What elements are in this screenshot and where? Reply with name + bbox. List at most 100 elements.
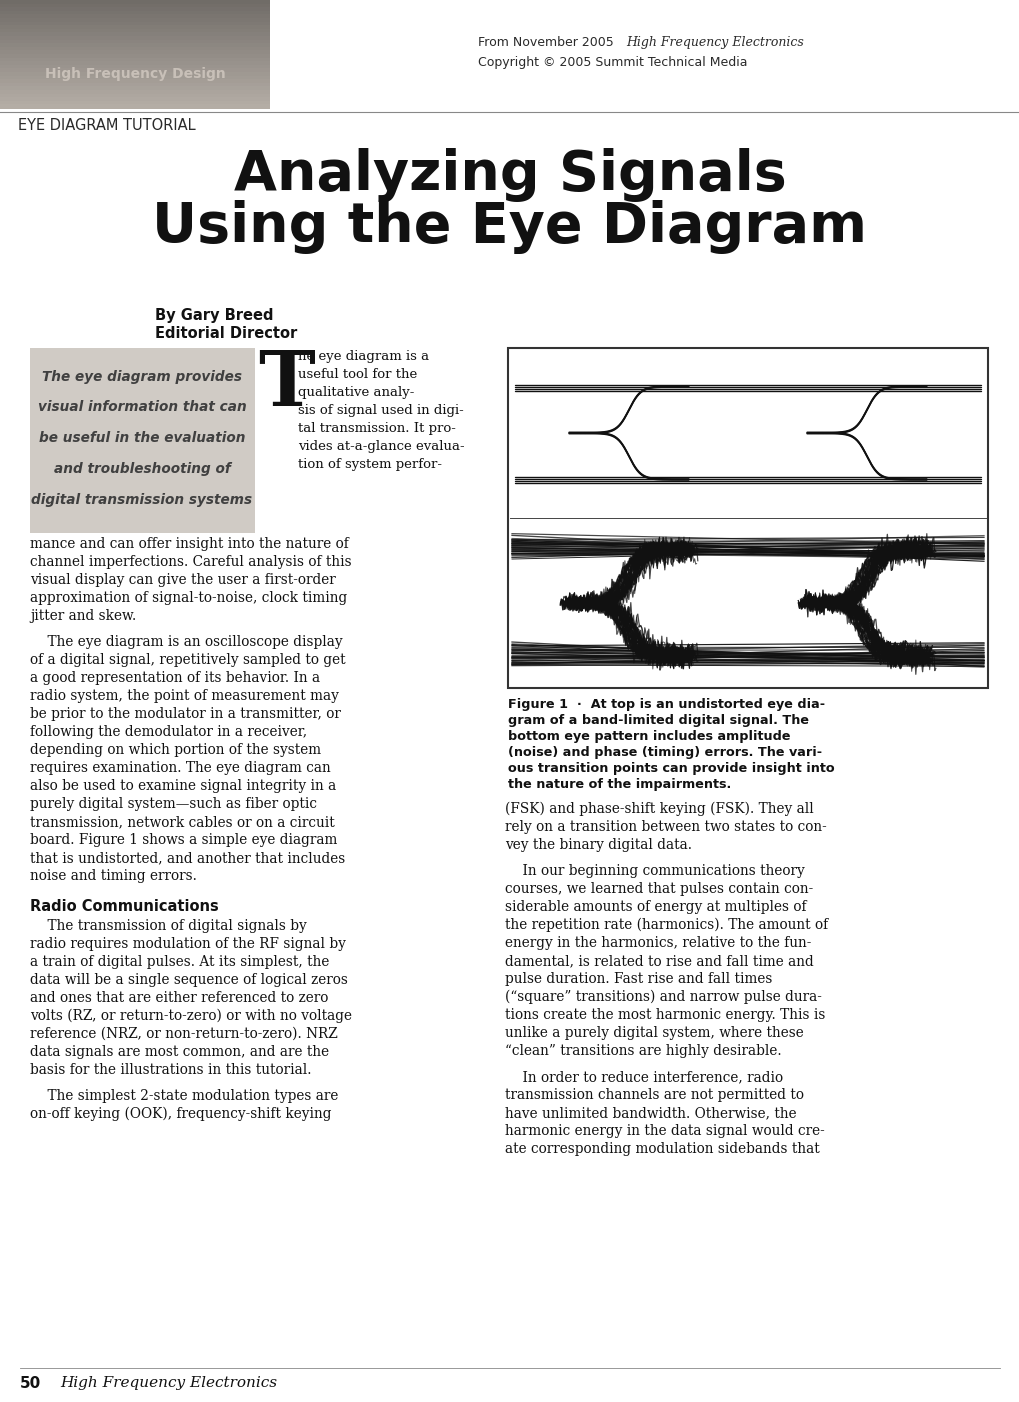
- Text: (FSK) and phase-shift keying (FSK). They all: (FSK) and phase-shift keying (FSK). They…: [504, 802, 813, 816]
- Text: tal transmission. It pro-: tal transmission. It pro-: [298, 422, 455, 435]
- Text: bottom eye pattern includes amplitude: bottom eye pattern includes amplitude: [507, 730, 790, 743]
- Text: (“square” transitions) and narrow pulse dura-: (“square” transitions) and narrow pulse …: [504, 990, 821, 1004]
- Bar: [0, 7, 270, 11]
- Text: be prior to the modulator in a transmitter, or: be prior to the modulator in a transmitt…: [30, 707, 340, 721]
- Text: have unlimited bandwidth. Otherwise, the: have unlimited bandwidth. Otherwise, the: [504, 1106, 796, 1120]
- Bar: [0, 0, 270, 4]
- Text: of a digital signal, repetitively sampled to get: of a digital signal, repetitively sample…: [30, 653, 345, 667]
- Text: The transmission of digital signals by: The transmission of digital signals by: [30, 918, 307, 932]
- Text: approximation of signal-to-noise, clock timing: approximation of signal-to-noise, clock …: [30, 592, 346, 606]
- Bar: [0, 14, 270, 18]
- Text: channel imperfections. Careful analysis of this: channel imperfections. Careful analysis …: [30, 555, 352, 569]
- Bar: [0, 87, 270, 91]
- Text: be useful in the evaluation: be useful in the evaluation: [39, 432, 245, 446]
- Text: sis of signal used in digi-: sis of signal used in digi-: [298, 404, 464, 416]
- Text: Figure 1  ·  At top is an undistorted eye dia-: Figure 1 · At top is an undistorted eye …: [507, 698, 824, 711]
- Text: rely on a transition between two states to con-: rely on a transition between two states …: [504, 820, 826, 834]
- Text: “clean” transitions are highly desirable.: “clean” transitions are highly desirable…: [504, 1044, 781, 1059]
- Text: Analyzing Signals: Analyzing Signals: [233, 149, 786, 202]
- Text: data signals are most common, and are the: data signals are most common, and are th…: [30, 1044, 329, 1059]
- Text: High Frequency Electronics: High Frequency Electronics: [60, 1375, 277, 1389]
- Bar: [0, 55, 270, 57]
- Text: tion of system perfor-: tion of system perfor-: [298, 458, 441, 471]
- Text: board. Figure 1 shows a simple eye diagram: board. Figure 1 shows a simple eye diagr…: [30, 833, 337, 847]
- Bar: [0, 83, 270, 87]
- Bar: [0, 72, 270, 76]
- Bar: [0, 46, 270, 50]
- Text: and troubleshooting of: and troubleshooting of: [54, 463, 230, 477]
- Text: unlike a purely digital system, where these: unlike a purely digital system, where th…: [504, 1026, 803, 1040]
- Bar: [0, 39, 270, 43]
- Bar: [0, 64, 270, 69]
- Text: 50: 50: [20, 1375, 41, 1391]
- Text: damental, is related to rise and fall time and: damental, is related to rise and fall ti…: [504, 953, 813, 967]
- Text: and ones that are either referenced to zero: and ones that are either referenced to z…: [30, 991, 328, 1005]
- Text: The eye diagram provides: The eye diagram provides: [42, 370, 242, 384]
- Bar: [0, 62, 270, 66]
- Text: Editorial Director: Editorial Director: [155, 327, 297, 341]
- Bar: [507, 348, 987, 688]
- Text: harmonic energy in the data signal would cre-: harmonic energy in the data signal would…: [504, 1124, 824, 1138]
- Text: the nature of the impairments.: the nature of the impairments.: [507, 778, 731, 791]
- Text: visual display can give the user a first-order: visual display can give the user a first…: [30, 573, 335, 587]
- Text: basis for the illustrations in this tutorial.: basis for the illustrations in this tuto…: [30, 1063, 311, 1077]
- Bar: [0, 101, 270, 105]
- Text: In order to reduce interference, radio: In order to reduce interference, radio: [504, 1070, 783, 1084]
- Bar: [0, 21, 270, 25]
- Bar: [0, 97, 270, 101]
- Text: Using the Eye Diagram: Using the Eye Diagram: [153, 200, 866, 254]
- Bar: [0, 57, 270, 62]
- Text: Radio Communications: Radio Communications: [30, 899, 218, 914]
- Text: also be used to examine signal integrity in a: also be used to examine signal integrity…: [30, 780, 336, 794]
- Text: By Gary Breed: By Gary Breed: [155, 308, 273, 322]
- Text: gram of a band-limited digital signal. The: gram of a band-limited digital signal. T…: [507, 714, 808, 728]
- Bar: [0, 25, 270, 29]
- Text: ate corresponding modulation sidebands that: ate corresponding modulation sidebands t…: [504, 1143, 819, 1157]
- Text: siderable amounts of energy at multiples of: siderable amounts of energy at multiples…: [504, 900, 806, 914]
- Text: that is undistorted, and another that includes: that is undistorted, and another that in…: [30, 851, 344, 865]
- Bar: [30, 348, 255, 533]
- Text: reference (NRZ, or non-return-to-zero). NRZ: reference (NRZ, or non-return-to-zero). …: [30, 1028, 337, 1042]
- Text: (noise) and phase (timing) errors. The vari-: (noise) and phase (timing) errors. The v…: [507, 746, 821, 758]
- Text: depending on which portion of the system: depending on which portion of the system: [30, 743, 321, 757]
- Text: a train of digital pulses. At its simplest, the: a train of digital pulses. At its simple…: [30, 955, 329, 969]
- Text: From November 2005: From November 2005: [478, 36, 618, 49]
- Text: qualitative analy-: qualitative analy-: [298, 386, 414, 400]
- Text: purely digital system—such as fiber optic: purely digital system—such as fiber opti…: [30, 796, 317, 810]
- Text: High Frequency Electronics: High Frequency Electronics: [626, 36, 803, 49]
- Text: useful tool for the: useful tool for the: [298, 367, 417, 381]
- Bar: [0, 4, 270, 7]
- Text: vey the binary digital data.: vey the binary digital data.: [504, 838, 691, 852]
- Text: radio system, the point of measurement may: radio system, the point of measurement m…: [30, 688, 338, 702]
- Bar: [0, 11, 270, 15]
- Text: jitter and skew.: jitter and skew.: [30, 608, 137, 622]
- Bar: [0, 94, 270, 98]
- Text: T: T: [258, 348, 315, 422]
- Text: requires examination. The eye diagram can: requires examination. The eye diagram ca…: [30, 761, 330, 775]
- Text: vides at-a-glance evalua-: vides at-a-glance evalua-: [298, 440, 465, 453]
- Bar: [0, 18, 270, 22]
- Text: The eye diagram is an oscilloscope display: The eye diagram is an oscilloscope displ…: [30, 635, 342, 649]
- Text: ous transition points can provide insight into: ous transition points can provide insigh…: [507, 763, 834, 775]
- Text: mance and can offer insight into the nature of: mance and can offer insight into the nat…: [30, 537, 348, 551]
- Text: the repetition rate (harmonics). The amount of: the repetition rate (harmonics). The amo…: [504, 918, 827, 932]
- Bar: [0, 50, 270, 55]
- Text: following the demodulator in a receiver,: following the demodulator in a receiver,: [30, 725, 307, 739]
- Text: pulse duration. Fast rise and fall times: pulse duration. Fast rise and fall times: [504, 972, 771, 986]
- Bar: [0, 29, 270, 32]
- Bar: [0, 32, 270, 36]
- Text: EYE DIAGRAM TUTORIAL: EYE DIAGRAM TUTORIAL: [18, 118, 196, 133]
- Bar: [0, 76, 270, 80]
- Text: courses, we learned that pulses contain con-: courses, we learned that pulses contain …: [504, 882, 812, 896]
- Bar: [0, 43, 270, 48]
- Bar: [0, 36, 270, 41]
- Text: transmission, network cables or on a circuit: transmission, network cables or on a cir…: [30, 815, 334, 829]
- Text: In our beginning communications theory: In our beginning communications theory: [504, 864, 804, 878]
- Text: a good representation of its behavior. In a: a good representation of its behavior. I…: [30, 672, 320, 686]
- Text: visual information that can: visual information that can: [38, 401, 247, 415]
- Bar: [0, 104, 270, 108]
- Text: on-off keying (OOK), frequency-shift keying: on-off keying (OOK), frequency-shift key…: [30, 1108, 331, 1122]
- Text: Copyright © 2005 Summit Technical Media: Copyright © 2005 Summit Technical Media: [478, 56, 747, 69]
- Text: The simplest 2-state modulation types are: The simplest 2-state modulation types ar…: [30, 1089, 338, 1103]
- Text: data will be a single sequence of logical zeros: data will be a single sequence of logica…: [30, 973, 347, 987]
